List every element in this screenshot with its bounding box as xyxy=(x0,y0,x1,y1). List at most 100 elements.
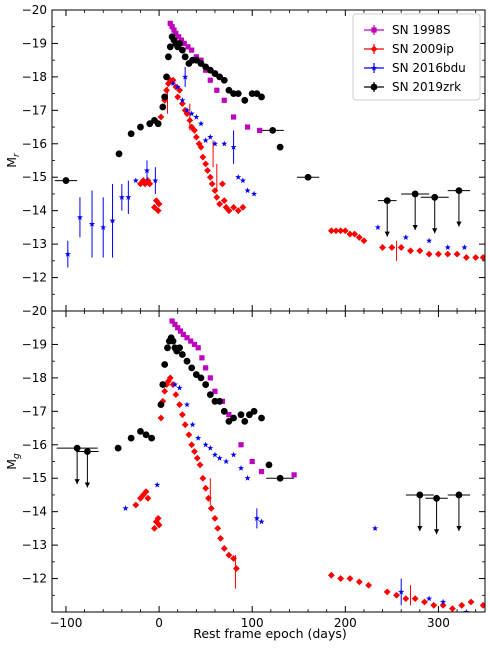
data-point xyxy=(155,521,163,529)
series-sn-2019zrk xyxy=(56,334,471,535)
data-point xyxy=(276,143,284,151)
upper-limit-arrow xyxy=(433,498,440,535)
y-tick-label: −18 xyxy=(22,70,47,84)
data-point xyxy=(152,197,160,205)
data-point xyxy=(213,193,221,201)
data-point xyxy=(244,124,251,130)
data-point xyxy=(463,608,470,612)
y-tick-label: −20 xyxy=(22,3,47,17)
data-point xyxy=(421,598,428,606)
data-point xyxy=(137,180,144,188)
data-point xyxy=(176,34,182,40)
data-point xyxy=(214,524,222,532)
data-point xyxy=(351,230,359,238)
data-point xyxy=(174,83,181,90)
data-point xyxy=(221,140,228,147)
data-point xyxy=(253,515,260,521)
data-point xyxy=(184,335,190,341)
data-point xyxy=(193,454,201,462)
data-point xyxy=(388,244,396,251)
data-point xyxy=(178,100,186,108)
data-point xyxy=(223,458,230,465)
series-sn-2019zrk xyxy=(54,33,471,237)
data-point xyxy=(250,407,258,415)
data-point xyxy=(161,361,169,368)
data-point xyxy=(137,123,144,131)
data-point xyxy=(146,180,154,188)
data-point xyxy=(479,254,485,261)
legend-label: SN 1998S xyxy=(392,23,451,37)
data-point xyxy=(220,197,228,205)
data-point xyxy=(225,207,233,215)
data-point xyxy=(374,224,381,230)
data-point xyxy=(219,180,226,188)
data-point xyxy=(207,444,214,451)
data-point xyxy=(118,194,125,200)
data-point xyxy=(161,93,169,101)
data-point xyxy=(383,588,391,596)
data-point xyxy=(127,130,135,138)
y-tick-label: −19 xyxy=(22,36,47,50)
data-point xyxy=(182,73,189,80)
data-point xyxy=(207,133,214,140)
data-point xyxy=(216,454,223,461)
data-point xyxy=(154,120,162,128)
data-point xyxy=(189,47,195,53)
data-point xyxy=(458,601,466,609)
data-point xyxy=(132,177,139,184)
data-point xyxy=(239,203,247,211)
data-point xyxy=(173,30,179,37)
data-point xyxy=(234,207,242,215)
upper-limit-point xyxy=(416,491,424,499)
x-axis-title: Rest frame epoch (days) xyxy=(193,626,347,641)
data-point xyxy=(211,451,218,458)
data-point xyxy=(214,87,220,93)
data-point xyxy=(197,374,205,382)
data-point xyxy=(467,598,475,606)
data-point xyxy=(202,160,210,168)
data-point xyxy=(157,401,165,409)
data-point xyxy=(449,605,456,612)
data-point xyxy=(257,127,263,133)
data-point xyxy=(230,555,237,562)
upper-limit-arrow xyxy=(74,448,80,485)
data-point xyxy=(89,220,96,227)
y-tick-label: −20 xyxy=(22,304,47,318)
data-point xyxy=(188,123,196,131)
data-point xyxy=(206,173,214,181)
data-point xyxy=(62,177,70,184)
data-point xyxy=(185,44,191,50)
data-point xyxy=(164,344,171,352)
plot-area xyxy=(54,20,485,268)
data-point xyxy=(172,83,180,91)
data-point xyxy=(169,318,175,324)
data-point xyxy=(355,234,363,241)
data-point xyxy=(197,143,205,151)
data-point xyxy=(100,224,107,230)
data-point xyxy=(132,501,140,509)
data-point xyxy=(178,411,186,419)
data-point xyxy=(346,575,354,582)
data-point xyxy=(181,40,187,47)
data-point xyxy=(163,86,170,94)
data-point xyxy=(176,384,183,391)
data-point xyxy=(211,187,219,194)
y-tick-label: −16 xyxy=(22,137,47,151)
legend-label: SN 2019zrk xyxy=(392,80,461,94)
data-point xyxy=(151,203,158,211)
panel-frame xyxy=(51,310,486,613)
legend-box xyxy=(352,13,481,101)
y-tick-label: −18 xyxy=(22,371,47,385)
y-tick-label: −13 xyxy=(22,237,47,251)
data-point xyxy=(265,461,273,469)
data-point xyxy=(109,217,116,224)
upper-limit-arrow xyxy=(417,494,423,531)
data-point xyxy=(244,475,251,481)
upper-limit-point xyxy=(83,448,91,455)
data-point xyxy=(195,434,202,441)
data-point xyxy=(155,200,163,208)
data-point xyxy=(276,474,284,482)
data-point xyxy=(178,351,186,358)
data-point xyxy=(191,127,198,134)
data-point xyxy=(163,73,170,81)
